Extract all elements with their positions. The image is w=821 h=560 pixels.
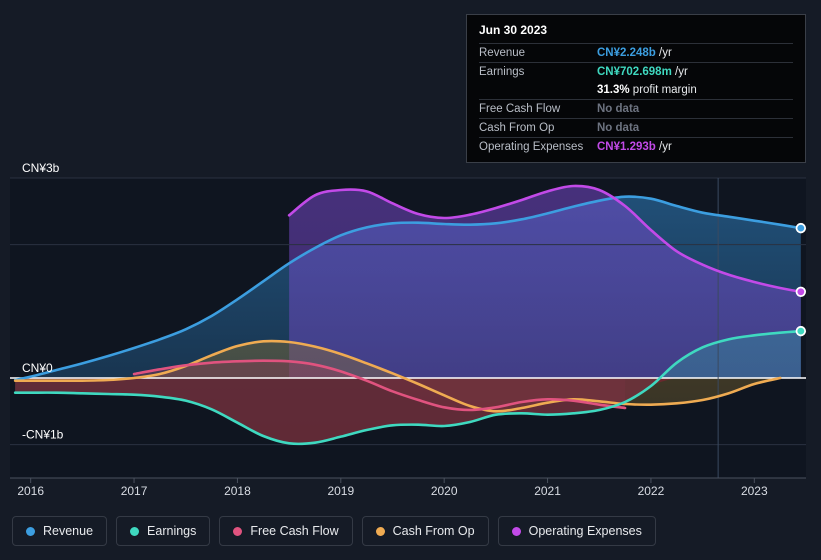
endpoint-marker-earnings[interactable] bbox=[797, 327, 805, 335]
operating-expenses-area bbox=[289, 185, 801, 378]
tooltip-row-label: Earnings bbox=[479, 62, 597, 81]
tooltip-date: Jun 30 2023 bbox=[479, 23, 548, 37]
tooltip-row-amount: 31.3% bbox=[597, 84, 630, 96]
tooltip-row-label bbox=[479, 81, 597, 100]
x-axis-tick-label: 2019 bbox=[327, 484, 354, 498]
tooltip-row: 31.3% profit margin bbox=[479, 81, 793, 100]
tooltip-row-label: Free Cash Flow bbox=[479, 99, 597, 119]
tooltip-row-amount: CN¥1.293b bbox=[597, 141, 656, 153]
series-line-revenue bbox=[13, 195, 803, 382]
tooltip-row-amount: No data bbox=[597, 103, 640, 115]
tooltip-table: Revenue CN¥2.248b /yr Earnings CN¥702.698m … bbox=[479, 43, 793, 156]
tooltip-row: Operating Expenses CN¥1.293b /yr bbox=[479, 137, 793, 156]
legend-item-label: Free Cash Flow bbox=[250, 524, 339, 538]
chart-gridlines bbox=[10, 177, 806, 478]
tooltip-row-unit: /yr bbox=[655, 47, 672, 59]
endpoint-marker-operating-expenses[interactable] bbox=[797, 288, 805, 296]
y-axis-tick-label: CN¥0 bbox=[22, 361, 53, 375]
legend-color-dot bbox=[375, 526, 385, 536]
legend-item-cash-from-op[interactable]: Cash From Op bbox=[361, 516, 489, 546]
tooltip-row-amount: No data bbox=[597, 122, 640, 134]
chart-legend[interactable]: Revenue Earnings Free Cash Flow Cash From O… bbox=[12, 516, 656, 546]
tooltip-row-value: No data bbox=[597, 118, 793, 138]
loss-region-fill bbox=[15, 377, 801, 444]
tooltip-row-amount: CN¥702.698m bbox=[597, 66, 672, 78]
series-endpoint-markers bbox=[795, 222, 807, 337]
legend-item-label: Cash From Op bbox=[392, 524, 475, 538]
tooltip-row: Revenue CN¥2.248b /yr bbox=[479, 43, 793, 63]
legend-color-dot bbox=[130, 526, 140, 536]
x-axis-tick-label: 2016 bbox=[17, 484, 44, 498]
tooltip-row-label: Revenue bbox=[479, 43, 597, 63]
legend-color-dot bbox=[26, 526, 35, 536]
x-axis-tick-label: 2021 bbox=[534, 484, 561, 498]
legend-item-earnings[interactable]: Earnings bbox=[116, 516, 211, 546]
chart-axes: 2016 2017 2018 2019 2020 2021 2022 2023 CN¥3b CN¥… bbox=[10, 161, 806, 498]
tooltip-row-value: CN¥2.248b /yr bbox=[597, 43, 793, 63]
x-axis-tick-label: 2017 bbox=[121, 484, 148, 498]
x-axis-tick-label: 2020 bbox=[431, 484, 458, 498]
series-line-earnings bbox=[13, 329, 803, 446]
x-axis-tick-label: 2022 bbox=[638, 484, 665, 498]
legend-item-label: Earnings bbox=[147, 524, 197, 538]
chart-series-lines bbox=[13, 184, 803, 446]
chart-tooltip: Jun 30 2023 Revenue CN¥2.248b /yr Earnings… bbox=[466, 14, 806, 163]
legend-color-dot bbox=[511, 526, 521, 536]
legend-color-dot bbox=[233, 526, 243, 536]
legend-item-free-cash-flow[interactable]: Free Cash Flow bbox=[219, 516, 353, 546]
tooltip-row-amount: CN¥2.248b bbox=[597, 47, 656, 59]
legend-item-revenue[interactable]: Revenue bbox=[12, 516, 108, 546]
legend-item-label: Revenue bbox=[43, 524, 94, 538]
tooltip-row-label: Operating Expenses bbox=[479, 137, 597, 156]
tooltip-row-value: 31.3% profit margin bbox=[597, 81, 793, 100]
series-line-free-cash-flow bbox=[132, 359, 627, 412]
tooltip-row: Free Cash Flow No data bbox=[479, 99, 793, 119]
tooltip-row-label: Cash From Op bbox=[479, 118, 597, 138]
tooltip-row-unit: /yr bbox=[655, 141, 672, 153]
tooltip-row-value: No data bbox=[597, 99, 793, 119]
y-axis-tick-label: CN¥3b bbox=[22, 161, 60, 175]
tooltip-row-unit: profit margin bbox=[629, 84, 697, 96]
tooltip-row-value: CN¥702.698m /yr bbox=[597, 62, 793, 81]
x-axis-tick-label: 2018 bbox=[224, 484, 251, 498]
tooltip-row: Earnings CN¥702.698m /yr bbox=[479, 62, 793, 81]
y-axis-tick-label: -CN¥1b bbox=[22, 428, 64, 442]
endpoint-marker-revenue[interactable] bbox=[797, 224, 805, 232]
series-line-cash-from-op bbox=[13, 339, 782, 413]
tooltip-row-unit: /yr bbox=[671, 66, 688, 78]
series-line-operating-expenses bbox=[287, 184, 803, 294]
legend-item-label: Operating Expenses bbox=[528, 524, 642, 538]
legend-item-operating-expenses[interactable]: Operating Expenses bbox=[497, 516, 656, 546]
x-axis-tick-label: 2023 bbox=[741, 484, 768, 498]
tooltip-row-value: CN¥1.293b /yr bbox=[597, 137, 793, 156]
tooltip-row: Cash From Op No data bbox=[479, 118, 793, 138]
